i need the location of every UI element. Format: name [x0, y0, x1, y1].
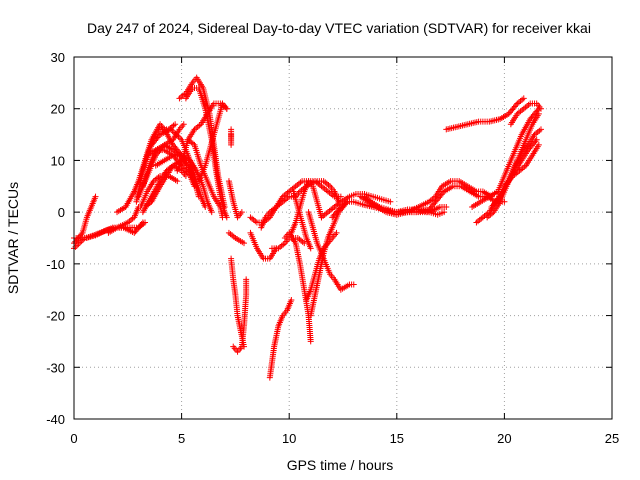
data-point [191, 183, 198, 190]
y-tick-label: 30 [51, 50, 65, 65]
data-point [537, 126, 544, 133]
series-49 [507, 100, 544, 128]
data-point [139, 219, 146, 226]
x-tick-label: 10 [282, 431, 296, 446]
data-point [241, 240, 248, 247]
data-point [155, 133, 162, 140]
data-point [439, 189, 446, 196]
x-tick-label: 25 [605, 431, 619, 446]
y-tick-label: 0 [58, 205, 65, 220]
series-43 [443, 95, 527, 133]
series-20 [228, 126, 235, 148]
series-35 [307, 198, 351, 319]
series-22 [230, 276, 250, 355]
series-21 [228, 255, 248, 350]
data-point [208, 209, 215, 216]
data-point [336, 205, 343, 212]
data-point [537, 105, 544, 112]
x-axis-label: GPS time / hours [287, 457, 394, 473]
data-point [513, 102, 520, 109]
series-14 [144, 147, 198, 190]
series-13 [152, 152, 215, 216]
x-tick-label: 20 [497, 431, 511, 446]
series-32 [292, 178, 342, 205]
data-point [533, 136, 540, 143]
series-9 [137, 172, 181, 210]
series-3 [71, 219, 146, 241]
y-tick-labels: -40 -30 -20 -10 0 10 20 30 [46, 50, 65, 427]
x-tick-label: 5 [178, 431, 185, 446]
x-tick-labels: 0 5 10 15 20 25 [70, 431, 619, 446]
axis-ticks [73, 56, 613, 420]
y-tick-label: -30 [46, 360, 65, 375]
series-48 [488, 136, 540, 210]
series-27 [258, 193, 299, 231]
data-point [243, 276, 250, 283]
data-point [172, 121, 179, 128]
series-4 [105, 203, 142, 236]
data-point [195, 193, 202, 200]
data-point [307, 338, 314, 345]
y-axis-label: SDTVAR / TECUs [5, 182, 21, 294]
data-point [441, 209, 448, 216]
data-point [307, 245, 314, 252]
grid-lines [74, 57, 612, 419]
data-point [180, 121, 187, 128]
data-point [520, 95, 527, 102]
data-point [138, 220, 145, 227]
data-point [78, 231, 85, 238]
data-point [185, 171, 192, 178]
y-tick-label: -10 [46, 257, 65, 272]
series-23 [225, 178, 245, 221]
plot-frame [73, 56, 613, 420]
data-point [387, 198, 394, 205]
data-point [535, 141, 542, 148]
data-point [333, 229, 340, 236]
series-7 [133, 121, 179, 205]
chart-title: Day 247 of 2024, Sidereal Day-to-day VTE… [87, 20, 591, 36]
series-19 [185, 136, 226, 221]
series-33 [290, 188, 314, 252]
data-point [350, 281, 357, 288]
series-2 [71, 193, 99, 247]
data-point [72, 243, 79, 250]
series-30 [281, 229, 314, 345]
x-tick-label: 15 [390, 431, 404, 446]
data-point [495, 195, 502, 202]
x-tick-label: 0 [70, 431, 77, 446]
data-point [534, 107, 541, 114]
series-24 [225, 229, 248, 247]
y-tick-label: 20 [51, 102, 65, 117]
data-point [174, 178, 181, 185]
data-point [183, 161, 190, 168]
data-point [92, 193, 99, 200]
data-point [219, 214, 226, 221]
data-point [532, 138, 539, 145]
series-36 [305, 209, 357, 293]
series-46 [469, 105, 542, 210]
y-tick-label: -20 [46, 309, 65, 324]
data-point [443, 203, 450, 210]
series-40 [357, 193, 450, 218]
data-point [238, 209, 245, 216]
data-point [223, 105, 230, 112]
y-tick-label: -40 [46, 412, 65, 427]
series-28 [266, 297, 295, 381]
y-tick-label: 10 [51, 153, 65, 168]
data-point [288, 297, 295, 304]
data-point [228, 131, 235, 138]
series-12 [139, 141, 202, 200]
data-points [71, 74, 544, 381]
